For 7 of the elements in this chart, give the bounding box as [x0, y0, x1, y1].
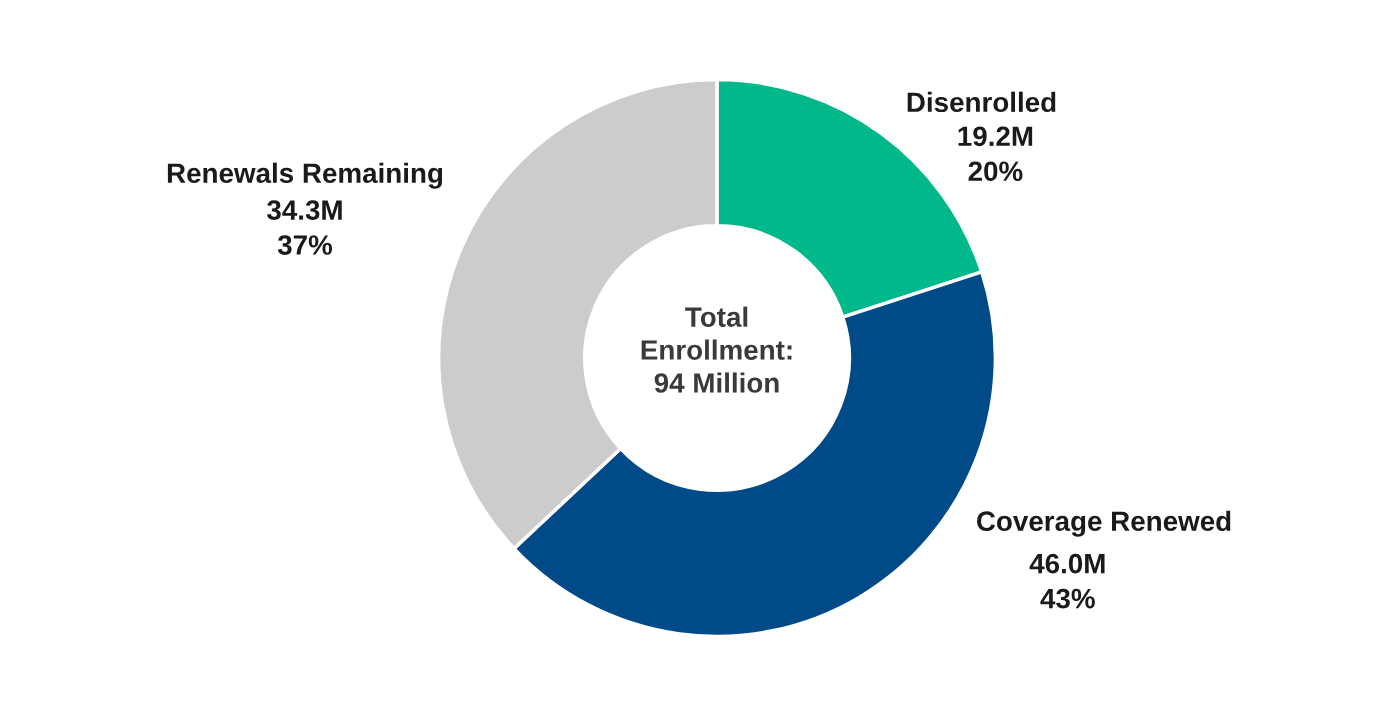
slice-label: Coverage Renewed — [976, 510, 1231, 537]
text: Total Enrollment: 94 Million — [641, 306, 792, 393]
data-label: 46.0M 43% — [1029, 553, 1105, 609]
slice-label: Renewals Remaining — [167, 162, 443, 189]
data-label: 34.3M 37% — [267, 200, 342, 255]
data-label: 19.2M 20% — [958, 126, 1033, 182]
slice-label: Disenrolled — [907, 91, 1056, 113]
